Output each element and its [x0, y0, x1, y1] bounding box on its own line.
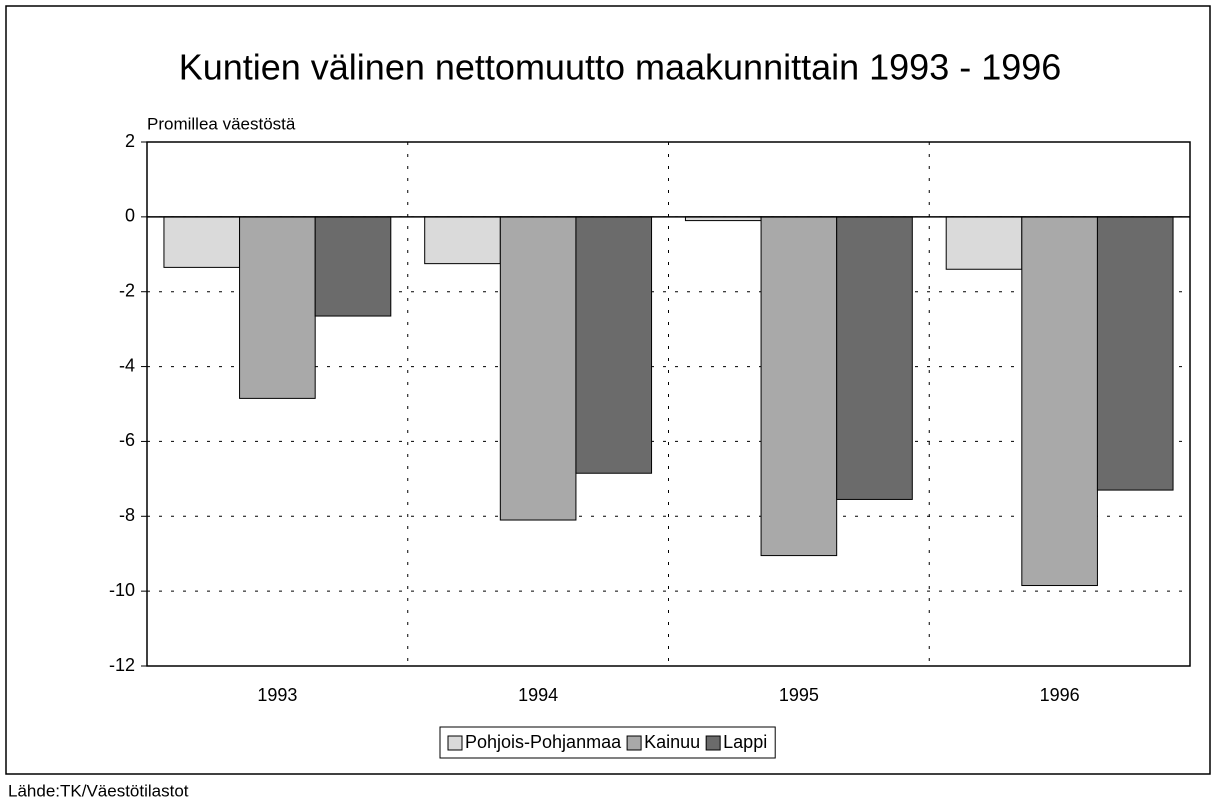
x-tick-label: 1994 [518, 685, 558, 705]
chart-title: Kuntien välinen nettomuutto maakunnittai… [179, 47, 1062, 88]
y-tick-label: -2 [119, 280, 135, 300]
y-tick-label: -10 [109, 580, 135, 600]
legend-swatch [705, 735, 721, 751]
bar [836, 216, 913, 500]
y-axis-label: Promillea väestöstä [147, 114, 296, 133]
x-tick-label: 1996 [1040, 685, 1080, 705]
legend-swatch [626, 735, 642, 751]
legend-swatch [447, 735, 463, 751]
legend-label: Kainuu [644, 732, 700, 752]
legend-label: Pohjois-Pohjanmaa [465, 732, 622, 752]
bar [945, 216, 1023, 270]
bar [499, 216, 577, 521]
bar [1021, 216, 1098, 587]
x-tick-label: 1995 [779, 685, 819, 705]
legend-label: Lappi [723, 732, 767, 752]
bar [163, 216, 241, 268]
y-tick-label: 2 [125, 131, 135, 151]
y-tick-label: -4 [119, 355, 135, 375]
bar [239, 216, 316, 399]
y-tick-label: 0 [125, 206, 135, 226]
bar [1096, 216, 1174, 491]
bar [575, 216, 653, 474]
source: Lähde:TK/Väestötilastot [8, 781, 189, 800]
legend: Pohjois-Pohjanmaa Kainuu Lappi [439, 726, 776, 759]
bar [424, 216, 501, 265]
y-tick-label: -12 [109, 655, 135, 675]
x-tick-label: 1993 [257, 685, 297, 705]
bar [760, 216, 838, 557]
y-tick-label: -8 [119, 505, 135, 525]
bar [314, 216, 392, 317]
y-tick-label: -6 [119, 430, 135, 450]
frame [5, 5, 1211, 775]
